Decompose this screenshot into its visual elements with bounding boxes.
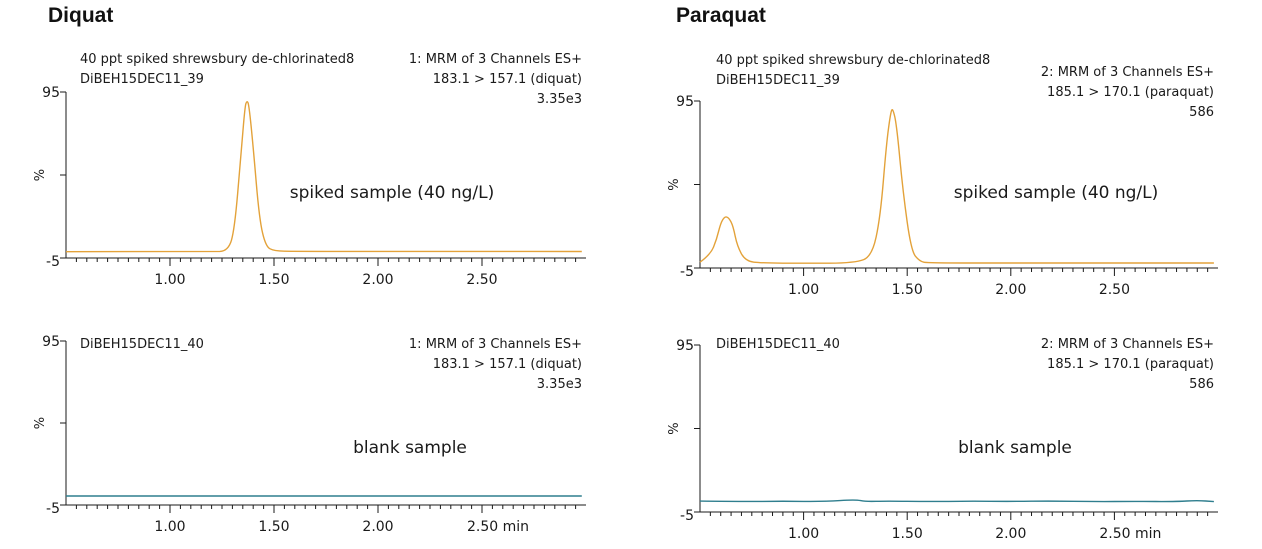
x-tick-label: 1.50 [892,526,923,542]
trace-header-left: DiBEH15DEC11_39 [716,73,840,88]
x-tick-label: 2.00 [362,519,393,535]
compound-title-diquat: Diquat [48,4,113,27]
chromatogram-panel: 95 -5% 1.00 1.50 2.00 2.50 40 ppt spiked shrew… [33,52,586,288]
x-tick-label: 1.00 [154,519,185,535]
chromatogram-panel: 95 -5% 1.00 1.50 2.00 2.50 min DiBEH15DEC11_40… [33,334,586,535]
trace-header-right: 185.1 > 170.1 (paraquat) [1047,357,1214,372]
y-tick-label: -5 [680,264,694,280]
trace-header-left: 40 ppt spiked shrewsbury de-chlorinated8 [716,53,990,68]
trace-header-right: 183.1 > 157.1 (diquat) [433,357,582,372]
trace-header-right: 2: MRM of 3 Channels ES+ [1041,65,1214,80]
chromatogram-trace [699,499,1214,503]
y-tick-label: 95 [42,334,60,350]
trace-header-right: 3.35e3 [537,377,582,392]
x-tick-label: 1.00 [788,526,819,542]
sample-annotation: blank sample [353,438,467,458]
y-axis-label: % [667,422,682,434]
chromatogram-panel: 95 -5% 1.00 1.50 2.00 2.50 40 ppt spiked shrew… [667,53,1218,298]
x-tick-label: 2.50 [1099,282,1130,298]
x-tick-label: 2.50 min [1099,526,1161,542]
trace-header-right: 3.35e3 [537,92,582,107]
trace-header-right: 586 [1189,105,1214,120]
trace-header-right: 1: MRM of 3 Channels ES+ [409,337,582,352]
trace-header-right: 183.1 > 157.1 (diquat) [433,72,582,87]
x-tick-label: 1.50 [892,282,923,298]
trace-header-left: 40 ppt spiked shrewsbury de-chlorinated8 [80,52,354,67]
x-tick-label: 1.00 [788,282,819,298]
x-tick-label: 2.50 [466,272,497,288]
x-tick-label: 2.00 [995,526,1026,542]
y-axis-label: % [667,178,682,190]
sample-annotation: spiked sample (40 ng/L) [954,183,1159,203]
chromatogram-trace [699,108,1214,264]
y-tick-label: 95 [676,338,694,354]
trace-header-right: 2: MRM of 3 Channels ES+ [1041,337,1214,352]
trace-header-left: DiBEH15DEC11_39 [80,72,204,87]
x-tick-label: 2.50 min [467,519,529,535]
trace-header-right: 1: MRM of 3 Channels ES+ [409,52,582,67]
y-tick-label: -5 [46,501,60,517]
x-tick-label: 1.00 [154,272,185,288]
compound-title-paraquat: Paraquat [676,4,766,27]
y-axis-label: % [33,169,48,181]
x-tick-label: 1.50 [258,519,289,535]
sample-annotation: spiked sample (40 ng/L) [290,183,495,203]
y-tick-label: 95 [42,85,60,101]
y-tick-label: -5 [46,254,60,270]
y-tick-label: -5 [680,508,694,524]
trace-header-right: 586 [1189,377,1214,392]
y-axis-label: % [33,417,48,429]
chromatogram-panel: 95 -5% 1.00 1.50 2.00 2.50 min DiBEH15DEC11_40… [667,337,1218,542]
x-tick-label: 2.00 [362,272,393,288]
trace-header-left: DiBEH15DEC11_40 [716,337,840,352]
trace-header-left: DiBEH15DEC11_40 [80,337,204,352]
x-tick-label: 2.00 [995,282,1026,298]
trace-header-right: 185.1 > 170.1 (paraquat) [1047,85,1214,100]
x-tick-label: 1.50 [258,272,289,288]
chromatogram-trace [65,101,582,253]
y-tick-label: 95 [676,94,694,110]
sample-annotation: blank sample [958,438,1072,458]
